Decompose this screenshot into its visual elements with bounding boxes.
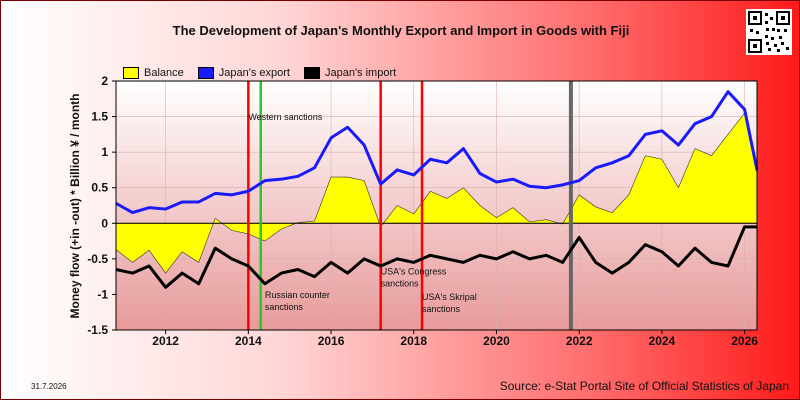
legend-swatch-export <box>197 67 214 79</box>
legend-item-import: Japan's import <box>303 67 397 79</box>
x-tick-label: 2024 <box>649 334 676 348</box>
source-note: Source: e-Stat Portal Site of Official S… <box>499 379 789 393</box>
legend: Balance Japan's export Japan's import <box>123 67 410 79</box>
x-tick-label: 2016 <box>318 334 345 348</box>
event-annotation: USA's Congress <box>381 267 447 277</box>
event-annotation: USA's Skripal <box>422 292 477 302</box>
y-tick-label: 0 <box>101 216 108 230</box>
series-import-line <box>115 225 757 289</box>
series-export-line <box>115 90 759 215</box>
legend-label-export: Japan's export <box>218 67 290 79</box>
qr-code-icon[interactable] <box>746 9 792 55</box>
y-tick-label: 1 <box>101 145 108 159</box>
legend-label-balance: Balance <box>144 67 184 79</box>
series-balance-area <box>115 112 758 274</box>
y-tick-label: -1 <box>97 287 108 301</box>
y-tick-label: 2 <box>101 74 108 88</box>
chart-title: The Development of Japan's Monthly Expor… <box>172 23 630 38</box>
y-tick-label: 0.5 <box>91 181 108 195</box>
event-annotation: sanctions <box>265 302 304 312</box>
legend-item-export: Japan's export <box>197 67 290 79</box>
y-tick-label: -0.5 <box>87 252 108 266</box>
plot-border <box>115 80 758 331</box>
legend-item-balance: Balance <box>123 67 184 79</box>
x-tick-label: 2014 <box>235 334 262 348</box>
footer-date: 31.7.2026 <box>31 382 67 391</box>
legend-swatch-import <box>303 67 320 79</box>
y-tick-label: 1.5 <box>91 110 108 124</box>
legend-swatch-balance <box>123 67 139 79</box>
x-tick-label: 2026 <box>731 334 758 348</box>
x-tick-label: 2022 <box>566 334 593 348</box>
x-tick-label: 2012 <box>152 334 179 348</box>
y-tick-label: -1.5 <box>87 323 108 337</box>
event-annotation: sanctions <box>381 279 420 289</box>
event-annotation: sanctions <box>422 304 461 314</box>
event-annotation: Russian counter <box>265 290 330 300</box>
x-tick-label: 2018 <box>400 334 427 348</box>
legend-label-import: Japan's import <box>324 67 397 79</box>
x-tick-label: 2020 <box>483 334 510 348</box>
event-annotation: Western sanctions <box>248 112 322 122</box>
